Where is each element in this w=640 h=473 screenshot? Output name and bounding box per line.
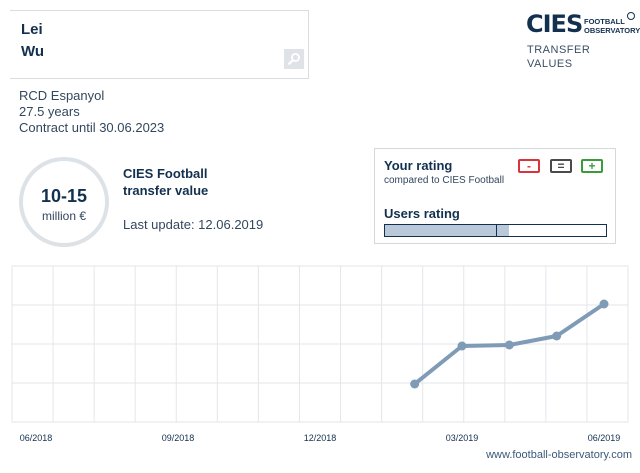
footer-url[interactable]: www.football-observatory.com: [486, 449, 632, 461]
transfer-value-label: CIES Football transfer value: [123, 166, 209, 198]
rate-lower-button[interactable]: -: [518, 159, 540, 173]
player-club: RCD Espanyol: [19, 88, 105, 103]
player-last-name: Wu: [21, 43, 45, 60]
transfer-value-range: 10-15: [40, 186, 88, 206]
player-contract: Contract until 30.06.2023: [19, 120, 165, 135]
your-rating-subtitle: compared to CIES Football: [384, 175, 505, 186]
your-rating-title: Your rating: [384, 158, 453, 173]
data-point: [552, 331, 562, 341]
chart-grid: [11, 265, 629, 423]
cies-logo-mark: CIES: [526, 10, 583, 38]
x-tick-label: 12/2018: [304, 433, 337, 443]
data-point: [457, 341, 467, 351]
football-icon: [627, 12, 635, 20]
users-rating-fill: [385, 225, 509, 236]
rate-higher-button[interactable]: +: [581, 159, 603, 173]
transfer-value-chart: 06/2018 09/2018 12/2018 03/2019 06/2019: [11, 265, 629, 443]
player-name-box: Lei Wu: [10, 10, 309, 79]
player-details: RCD Espanyol 27.5 years Contract until 3…: [19, 88, 164, 136]
users-rating-title: Users rating: [384, 206, 460, 221]
users-rating-marker: [496, 225, 497, 236]
rating-panel: Your rating compared to CIES Football - …: [374, 148, 616, 244]
chart-x-labels: 06/2018 09/2018 12/2018 03/2019 06/2019: [20, 433, 621, 443]
x-tick-label: 03/2019: [446, 433, 479, 443]
last-update: Last update: 12.06.2019: [123, 217, 264, 232]
x-tick-label: 09/2018: [162, 433, 195, 443]
x-tick-label: 06/2018: [20, 433, 53, 443]
x-tick-label: 06/2019: [588, 433, 621, 443]
rate-equal-button[interactable]: =: [550, 159, 572, 173]
chart-points: [410, 299, 609, 389]
transfer-value-circle: 10-15 million €: [19, 157, 109, 247]
data-point: [410, 379, 420, 389]
logo-caption: TRANSFER VALUES: [527, 44, 591, 70]
transfer-value-unit: million €: [41, 209, 86, 223]
player-first-name: Lei: [21, 21, 43, 38]
data-point: [599, 299, 609, 309]
logo-subtitle: FOOTBALL OBSERVATORY: [584, 17, 640, 35]
search-button[interactable]: [284, 49, 304, 69]
search-icon: [287, 53, 300, 66]
player-age: 27.5 years: [19, 104, 80, 119]
data-point: [504, 340, 514, 350]
users-rating-bar: [384, 224, 607, 237]
